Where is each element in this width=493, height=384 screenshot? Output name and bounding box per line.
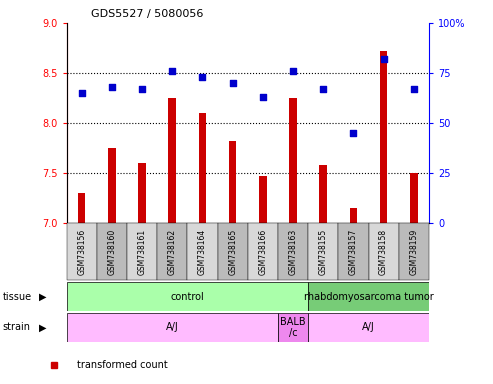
Bar <box>108 148 116 223</box>
Point <box>108 84 116 90</box>
Bar <box>308 282 429 311</box>
Point <box>168 68 176 74</box>
Text: BALB
/c: BALB /c <box>280 316 306 338</box>
Point <box>78 90 86 96</box>
Text: tissue: tissue <box>2 291 32 302</box>
Text: GSM738160: GSM738160 <box>107 228 116 275</box>
Bar <box>229 141 237 223</box>
Text: GSM738166: GSM738166 <box>258 228 267 275</box>
Text: GSM738162: GSM738162 <box>168 228 177 275</box>
Point <box>199 74 207 80</box>
Bar <box>308 223 338 280</box>
Text: GSM738165: GSM738165 <box>228 228 237 275</box>
Bar <box>278 313 308 342</box>
Text: transformed count: transformed count <box>77 360 168 370</box>
Text: rhabdomyosarcoma tumor: rhabdomyosarcoma tumor <box>304 291 433 302</box>
Text: ▶: ▶ <box>39 322 47 333</box>
Bar <box>97 223 127 280</box>
Bar <box>169 98 176 223</box>
Text: GSM738164: GSM738164 <box>198 228 207 275</box>
Text: GSM738156: GSM738156 <box>77 228 86 275</box>
Text: GSM738158: GSM738158 <box>379 228 388 275</box>
Bar <box>138 163 146 223</box>
Bar <box>319 165 327 223</box>
Bar <box>187 223 217 280</box>
Point <box>410 86 418 92</box>
Point <box>289 68 297 74</box>
Text: GDS5527 / 5080056: GDS5527 / 5080056 <box>91 9 204 19</box>
Bar <box>278 223 308 280</box>
Bar <box>127 223 157 280</box>
Point <box>229 80 237 86</box>
Bar <box>67 313 278 342</box>
Bar <box>338 223 368 280</box>
Bar <box>248 223 278 280</box>
Text: GSM738161: GSM738161 <box>138 228 146 275</box>
Bar <box>67 282 308 311</box>
Text: control: control <box>171 291 204 302</box>
Text: A/J: A/J <box>362 322 375 333</box>
Bar <box>399 223 429 280</box>
Bar <box>259 176 267 223</box>
Bar <box>217 223 247 280</box>
Bar <box>199 113 206 223</box>
Bar <box>289 98 297 223</box>
Point <box>350 130 357 136</box>
Text: GSM738155: GSM738155 <box>318 228 328 275</box>
Point <box>138 86 146 92</box>
Point <box>380 56 387 62</box>
Text: ▶: ▶ <box>39 291 47 302</box>
Point <box>259 94 267 100</box>
Bar <box>78 193 85 223</box>
Bar <box>308 313 429 342</box>
Text: A/J: A/J <box>166 322 178 333</box>
Text: strain: strain <box>2 322 31 333</box>
Bar <box>350 208 357 223</box>
Bar <box>380 51 387 223</box>
Bar <box>157 223 187 280</box>
Text: GSM738163: GSM738163 <box>288 228 298 275</box>
Bar <box>368 223 399 280</box>
Bar <box>410 173 418 223</box>
Text: GSM738157: GSM738157 <box>349 228 358 275</box>
Point <box>319 86 327 92</box>
Bar <box>67 223 97 280</box>
Text: GSM738159: GSM738159 <box>409 228 419 275</box>
